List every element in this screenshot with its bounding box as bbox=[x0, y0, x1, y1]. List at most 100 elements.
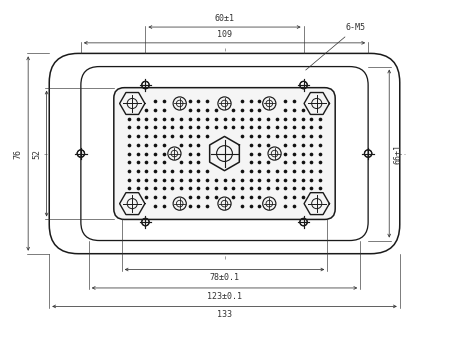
Point bbox=[177, 133, 185, 139]
Point bbox=[299, 177, 306, 182]
Point bbox=[282, 194, 289, 200]
Point bbox=[247, 99, 254, 104]
Point bbox=[134, 133, 141, 139]
Point bbox=[134, 116, 141, 121]
Point bbox=[273, 185, 280, 191]
Point bbox=[238, 168, 246, 174]
Point bbox=[134, 160, 141, 165]
Point bbox=[195, 142, 202, 148]
Point bbox=[238, 194, 246, 200]
Point bbox=[264, 168, 272, 174]
Point bbox=[255, 194, 263, 200]
Point bbox=[291, 116, 298, 121]
Point bbox=[203, 107, 211, 113]
Point bbox=[203, 194, 211, 200]
Point bbox=[143, 151, 150, 156]
Point bbox=[177, 160, 185, 165]
Point bbox=[195, 168, 202, 174]
Point bbox=[186, 116, 194, 121]
Point bbox=[221, 185, 228, 191]
Point bbox=[125, 133, 132, 139]
Point bbox=[186, 133, 194, 139]
Point bbox=[247, 185, 254, 191]
Point bbox=[134, 177, 141, 182]
FancyBboxPatch shape bbox=[49, 53, 400, 254]
Point bbox=[238, 133, 246, 139]
Point bbox=[169, 125, 176, 130]
Point bbox=[195, 160, 202, 165]
Point bbox=[143, 194, 150, 200]
Point bbox=[212, 177, 220, 182]
Point bbox=[282, 125, 289, 130]
Point bbox=[203, 177, 211, 182]
Point bbox=[247, 203, 254, 208]
Text: 6-M5: 6-M5 bbox=[306, 23, 366, 70]
FancyBboxPatch shape bbox=[81, 67, 368, 240]
Point bbox=[160, 151, 167, 156]
Point bbox=[151, 203, 158, 208]
Point bbox=[160, 203, 167, 208]
Point bbox=[160, 99, 167, 104]
Point bbox=[291, 194, 298, 200]
Point bbox=[143, 177, 150, 182]
Point bbox=[169, 116, 176, 121]
Point bbox=[264, 125, 272, 130]
Point bbox=[255, 125, 263, 130]
Point bbox=[299, 185, 306, 191]
Text: 123±0.1: 123±0.1 bbox=[207, 292, 242, 301]
Point bbox=[125, 177, 132, 182]
Point bbox=[291, 151, 298, 156]
Point bbox=[186, 151, 194, 156]
Point bbox=[160, 194, 167, 200]
Point bbox=[308, 168, 315, 174]
Point bbox=[177, 116, 185, 121]
Point bbox=[299, 107, 306, 113]
Point bbox=[291, 99, 298, 104]
Point bbox=[143, 133, 150, 139]
Point bbox=[221, 125, 228, 130]
Point bbox=[177, 142, 185, 148]
Point bbox=[151, 116, 158, 121]
Text: 133: 133 bbox=[217, 310, 232, 319]
Point bbox=[134, 125, 141, 130]
Point bbox=[282, 116, 289, 121]
Point bbox=[212, 107, 220, 113]
Point bbox=[125, 125, 132, 130]
Point bbox=[169, 185, 176, 191]
Point bbox=[134, 185, 141, 191]
Point bbox=[160, 160, 167, 165]
Point bbox=[160, 116, 167, 121]
Point bbox=[186, 160, 194, 165]
Point bbox=[125, 168, 132, 174]
Point bbox=[264, 160, 272, 165]
Point bbox=[238, 203, 246, 208]
Point bbox=[291, 133, 298, 139]
Point bbox=[195, 133, 202, 139]
Point bbox=[186, 185, 194, 191]
Point bbox=[212, 125, 220, 130]
Point bbox=[291, 168, 298, 174]
Point bbox=[273, 116, 280, 121]
Point bbox=[151, 168, 158, 174]
FancyBboxPatch shape bbox=[114, 88, 335, 219]
Point bbox=[247, 194, 254, 200]
Point bbox=[255, 116, 263, 121]
Point bbox=[317, 116, 324, 121]
Point bbox=[203, 133, 211, 139]
Point bbox=[299, 151, 306, 156]
Point bbox=[151, 177, 158, 182]
Point bbox=[186, 203, 194, 208]
Point bbox=[195, 151, 202, 156]
Point bbox=[125, 142, 132, 148]
Point bbox=[221, 116, 228, 121]
Point bbox=[247, 125, 254, 130]
Point bbox=[169, 133, 176, 139]
Point bbox=[299, 125, 306, 130]
Point bbox=[125, 160, 132, 165]
Point bbox=[247, 116, 254, 121]
Point bbox=[238, 107, 246, 113]
Point bbox=[247, 107, 254, 113]
Point bbox=[299, 160, 306, 165]
Point bbox=[317, 160, 324, 165]
Point bbox=[195, 194, 202, 200]
